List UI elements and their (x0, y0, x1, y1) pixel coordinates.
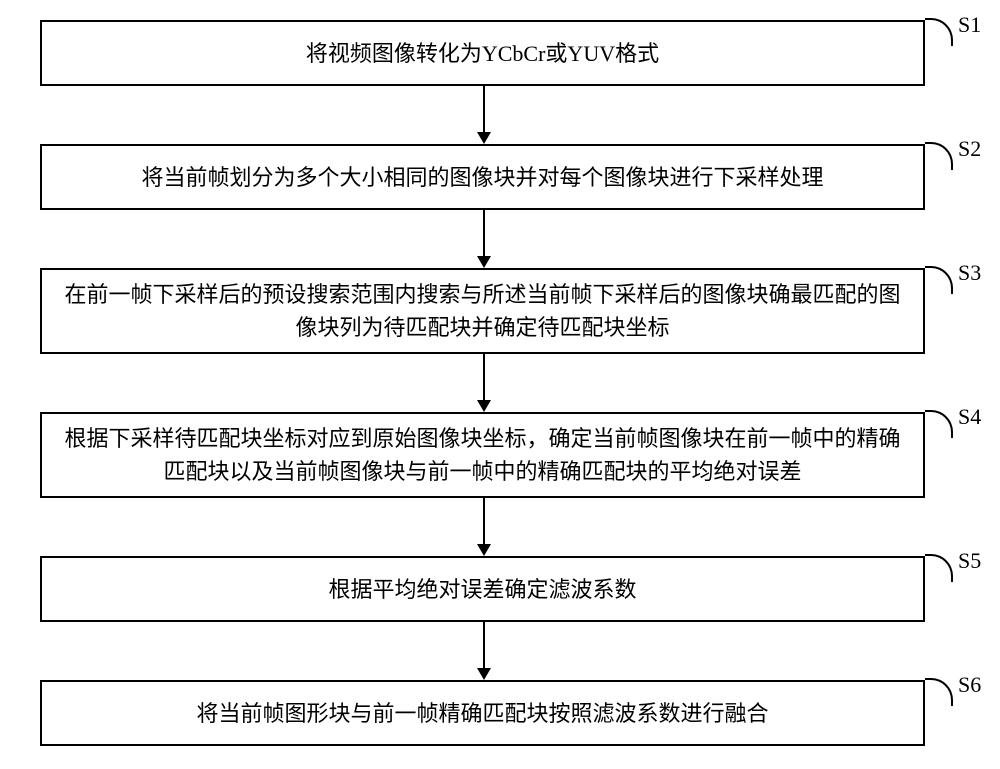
step-text: 在前一帧下采样后的预设搜索范围内搜索与所述当前帧下采样后的图像块确最匹配的图像块… (62, 278, 903, 344)
step-label-s6: S6 (958, 672, 981, 698)
step-label-s2: S2 (958, 136, 981, 162)
step-hook (925, 678, 953, 706)
step-text: 根据下采样待匹配块坐标对应到原始图像块坐标，确定当前帧图像块在前一帧中的精确匹配… (62, 422, 903, 488)
arrowhead-icon (477, 400, 491, 412)
arrowhead-icon (477, 544, 491, 556)
connector-s1-s2 (483, 86, 485, 132)
step-text: 将视频图像转化为YCbCr或YUV格式 (306, 37, 659, 70)
step-hook (925, 266, 953, 294)
step-hook (925, 554, 953, 582)
step-box-s4: 根据下采样待匹配块坐标对应到原始图像块坐标，确定当前帧图像块在前一帧中的精确匹配… (40, 412, 925, 498)
flowchart-canvas: 将视频图像转化为YCbCr或YUV格式 S1 将当前帧划分为多个大小相同的图像块并对… (0, 0, 1000, 769)
step-label-s5: S5 (958, 548, 981, 574)
step-box-s5: 根据平均绝对误差确定滤波系数 (40, 556, 925, 622)
step-text: 根据平均绝对误差确定滤波系数 (328, 573, 636, 606)
step-label-s3: S3 (958, 260, 981, 286)
step-box-s3: 在前一帧下采样后的预设搜索范围内搜索与所述当前帧下采样后的图像块确最匹配的图像块… (40, 268, 925, 354)
step-label-s4: S4 (958, 404, 981, 430)
step-text: 将当前帧划分为多个大小相同的图像块并对每个图像块进行下采样处理 (141, 161, 823, 194)
step-hook (925, 410, 953, 438)
step-hook (925, 142, 953, 170)
step-box-s6: 将当前帧图形块与前一帧精确匹配块按照滤波系数进行融合 (40, 680, 925, 746)
arrowhead-icon (477, 256, 491, 268)
step-box-s2: 将当前帧划分为多个大小相同的图像块并对每个图像块进行下采样处理 (40, 144, 925, 210)
step-box-s1: 将视频图像转化为YCbCr或YUV格式 (40, 20, 925, 86)
connector-s5-s6 (483, 622, 485, 668)
connector-s4-s5 (483, 498, 485, 544)
connector-s3-s4 (483, 354, 485, 400)
arrowhead-icon (477, 668, 491, 680)
arrowhead-icon (477, 132, 491, 144)
step-label-s1: S1 (958, 12, 981, 38)
connector-s2-s3 (483, 210, 485, 256)
step-hook (925, 18, 953, 46)
step-text: 将当前帧图形块与前一帧精确匹配块按照滤波系数进行融合 (196, 697, 768, 730)
